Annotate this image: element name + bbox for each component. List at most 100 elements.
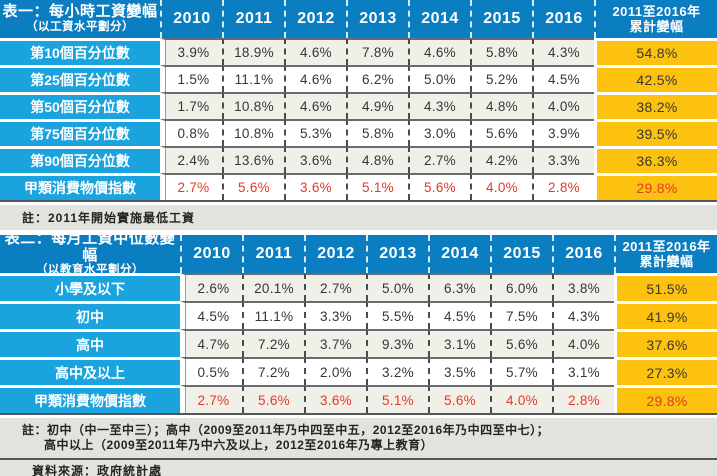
value-cell: 3.1% xyxy=(552,357,614,385)
value-cell: 5.8% xyxy=(470,38,532,65)
value-cell: 3.3% xyxy=(532,146,594,173)
value-cell: 3.8% xyxy=(552,273,614,301)
value-cell: 3.1% xyxy=(428,329,490,357)
value-cell: 10.8% xyxy=(222,119,284,146)
row-label: 甲類消費物價指數 xyxy=(0,173,160,200)
value-cell: 5.6% xyxy=(490,329,552,357)
value-cell: 5.2% xyxy=(470,65,532,92)
value-cell: 4.3% xyxy=(552,301,614,329)
cumulative-cell: 39.5% xyxy=(594,119,717,146)
cumulative-cell: 54.8% xyxy=(594,38,717,65)
value-cell: 3.9% xyxy=(532,119,594,146)
value-cell: 3.3% xyxy=(304,301,366,329)
value-cell: 7.5% xyxy=(490,301,552,329)
value-cell: 0.5% xyxy=(180,357,242,385)
value-cell: 6.2% xyxy=(346,65,408,92)
value-cell: 5.0% xyxy=(408,65,470,92)
value-cell: 3.6% xyxy=(284,173,346,200)
value-cell: 4.5% xyxy=(180,301,242,329)
value-cell: 4.0% xyxy=(490,385,552,413)
year-header: 2011 xyxy=(242,235,304,273)
value-cell: 4.5% xyxy=(428,301,490,329)
row-label: 第25個百分位數 xyxy=(0,65,160,92)
year-header: 2012 xyxy=(304,235,366,273)
value-cell: 5.1% xyxy=(366,385,428,413)
cumulative-cell: 38.2% xyxy=(594,92,717,119)
value-cell: 2.6% xyxy=(180,273,242,301)
value-cell: 3.2% xyxy=(366,357,428,385)
value-cell: 5.3% xyxy=(284,119,346,146)
source-line: 資料來源：政府統計處 xyxy=(32,463,163,476)
value-cell: 7.8% xyxy=(346,38,408,65)
table-title-text: 表一：每小時工資變幅 xyxy=(2,3,158,21)
value-cell: 18.9% xyxy=(222,38,284,65)
cumulative-header-line2: 累計變幅 xyxy=(629,19,684,34)
table2-monthly-median-wage-change: 表二：每月工資中位數變幅 （以教育水平劃分） 2010 2011 2012 2013 201… xyxy=(0,230,717,415)
value-cell: 2.7% xyxy=(408,146,470,173)
value-cell: 5.6% xyxy=(242,385,304,413)
value-cell: 11.1% xyxy=(242,301,304,329)
row-label: 初中 xyxy=(0,301,180,329)
value-cell: 5.6% xyxy=(408,173,470,200)
value-cell: 3.6% xyxy=(304,385,366,413)
value-cell: 4.7% xyxy=(180,329,242,357)
value-cell: 2.8% xyxy=(552,385,614,413)
year-header: 2010 xyxy=(180,235,242,273)
value-cell: 6.3% xyxy=(428,273,490,301)
value-cell: 4.0% xyxy=(470,173,532,200)
row-label: 第10個百分位數 xyxy=(0,38,160,65)
value-cell: 1.7% xyxy=(160,92,222,119)
value-cell: 4.8% xyxy=(470,92,532,119)
value-cell: 4.6% xyxy=(408,38,470,65)
footnote-line1: 註：初中（中一至中三）；高中（2009至2011年乃中四至中五，2012至201… xyxy=(22,423,550,437)
value-cell: 4.3% xyxy=(408,92,470,119)
cumulative-cell: 37.6% xyxy=(614,329,717,357)
value-cell: 3.6% xyxy=(284,146,346,173)
value-cell: 4.6% xyxy=(284,65,346,92)
year-header: 2014 xyxy=(408,0,470,38)
value-cell: 13.6% xyxy=(222,146,284,173)
row-label: 第90個百分位數 xyxy=(0,146,160,173)
value-cell: 4.5% xyxy=(532,65,594,92)
cumulative-header-line1: 2011至2016年 xyxy=(622,238,711,254)
cumulative-cell: 41.9% xyxy=(614,301,717,329)
value-cell: 11.1% xyxy=(222,65,284,92)
row-label: 高中 xyxy=(0,329,180,357)
year-header: 2015 xyxy=(490,235,552,273)
year-header: 2012 xyxy=(284,0,346,38)
table-title: 表一：每小時工資變幅 （以工資水平劃分） xyxy=(0,0,160,38)
value-cell: 7.2% xyxy=(242,329,304,357)
cumulative-cell: 36.3% xyxy=(594,146,717,173)
value-cell: 2.0% xyxy=(304,357,366,385)
value-cell: 5.8% xyxy=(346,119,408,146)
value-cell: 4.6% xyxy=(284,38,346,65)
row-label: 小學及以下 xyxy=(0,273,180,301)
table-title: 表二：每月工資中位數變幅 （以教育水平劃分） xyxy=(0,230,180,276)
footnotes: 註：初中（中一至中三）；高中（2009至2011年乃中四至中五，2012至201… xyxy=(0,418,717,460)
year-header: 2010 xyxy=(160,0,222,38)
value-cell: 5.0% xyxy=(366,273,428,301)
cumulative-cell: 29.8% xyxy=(594,173,717,200)
cumulative-header-line1: 2011至2016年 xyxy=(612,3,701,19)
row-label: 甲類消費物價指數 xyxy=(0,385,180,413)
value-cell: 2.7% xyxy=(180,385,242,413)
value-cell: 20.1% xyxy=(242,273,304,301)
table-title-text: 表二：每月工資中位數變幅 xyxy=(4,229,176,264)
value-cell: 5.1% xyxy=(346,173,408,200)
value-cell: 4.3% xyxy=(532,38,594,65)
value-cell: 5.5% xyxy=(366,301,428,329)
cumulative-header-line2: 累計變幅 xyxy=(639,254,694,269)
value-cell: 5.7% xyxy=(490,357,552,385)
value-cell: 4.6% xyxy=(284,92,346,119)
value-cell: 7.2% xyxy=(242,357,304,385)
year-header: 2013 xyxy=(346,0,408,38)
value-cell: 5.6% xyxy=(428,385,490,413)
value-cell: 5.6% xyxy=(222,173,284,200)
value-cell: 4.0% xyxy=(532,92,594,119)
table-subtitle-text: （以工資水平劃分） xyxy=(26,20,134,33)
footer: 註：初中（中一至中三）；高中（2009至2011年乃中四至中五，2012至201… xyxy=(0,418,717,476)
row-label: 第75個百分位數 xyxy=(0,119,160,146)
value-cell: 4.0% xyxy=(552,329,614,357)
year-header: 2014 xyxy=(428,235,490,273)
